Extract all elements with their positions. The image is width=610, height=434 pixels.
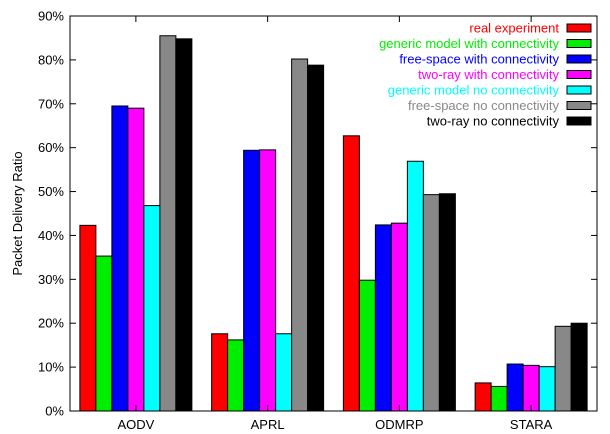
y-tick-label: 20%: [38, 316, 64, 331]
legend-label: real experiment: [469, 21, 559, 36]
bar-odmrp-6: [438, 193, 456, 412]
bar-aprl-2: [243, 149, 261, 412]
legend-label: two-ray no connectivity: [427, 114, 560, 129]
legend-swatch: [566, 116, 592, 126]
bar-aprl-3: [259, 149, 277, 412]
bar-odmrp-4: [406, 160, 424, 412]
y-tick-label: 30%: [38, 272, 64, 287]
bar-aodv-3: [127, 107, 145, 412]
bar-stara-2: [506, 363, 524, 412]
x-category-label: APRL: [251, 417, 285, 432]
x-category-label: ODMRP: [375, 417, 423, 432]
x-category-label: STARA: [510, 417, 553, 432]
bar-stara-4: [538, 366, 556, 412]
y-tick-label: 0%: [45, 404, 64, 419]
bar-aodv-1: [95, 255, 113, 412]
bar-aprl-5: [291, 58, 309, 412]
y-tick-label: 80%: [38, 52, 64, 67]
y-tick-label: 40%: [38, 228, 64, 243]
y-tick-label: 10%: [38, 360, 64, 375]
legend-swatch: [566, 23, 592, 33]
bars: [79, 35, 588, 412]
legend-swatch: [566, 70, 592, 79]
bar-aprl-6: [307, 64, 325, 412]
bar-aodv-4: [143, 205, 161, 412]
bar-aprl-0: [211, 333, 229, 412]
bar-aodv-2: [111, 105, 129, 412]
bar-odmrp-1: [358, 279, 376, 412]
bar-aodv-5: [159, 35, 177, 412]
bar-odmrp-0: [342, 135, 360, 412]
y-ticks: 0% 10% 20% 30% 40% 50% 60% 70% 80% 90%: [38, 9, 597, 419]
bar-aodv-6: [175, 38, 193, 412]
bar-stara-1: [490, 385, 508, 412]
legend-label: generic model with connectivity: [379, 36, 559, 51]
y-tick-label: 90%: [38, 9, 64, 24]
bar-stara-0: [474, 382, 492, 412]
legend-swatch: [566, 39, 592, 48]
legend-label: free-space no connectivity: [408, 98, 560, 113]
bar-stara-5: [554, 325, 572, 412]
bar-aodv-0: [79, 224, 97, 412]
plot-frame: [69, 15, 598, 412]
legend-swatch: [566, 85, 592, 95]
legend-label: generic model no connectivity: [388, 83, 560, 98]
bar-aprl-4: [275, 333, 293, 412]
legend-label: two-ray with connectivity: [418, 67, 559, 82]
y-tick-label: 60%: [38, 140, 64, 155]
x-categories: AODV APRL ODMRP STARA: [117, 16, 553, 432]
y-tick-label: 70%: [38, 96, 64, 111]
bar-stara-3: [522, 364, 540, 412]
x-category-label: AODV: [117, 417, 154, 432]
legend-swatch: [566, 101, 592, 110]
legend-swatch: [566, 54, 592, 64]
bar-odmrp-3: [390, 222, 408, 412]
bar-aprl-1: [227, 339, 245, 412]
y-axis-label: Packet Delivery Ratio: [10, 151, 25, 275]
y-tick-label: 50%: [38, 184, 64, 199]
bar-odmrp-5: [422, 194, 440, 412]
legend-label: free-space with connectivity: [399, 52, 559, 67]
bar-stara-6: [570, 322, 588, 412]
bar-odmrp-2: [374, 224, 392, 412]
